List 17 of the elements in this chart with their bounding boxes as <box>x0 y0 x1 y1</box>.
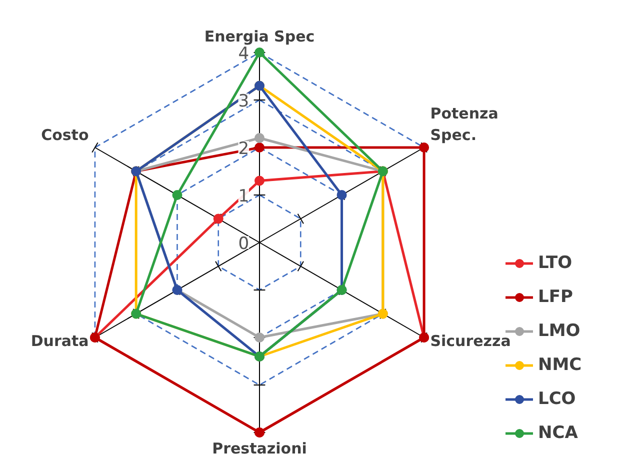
legend-label: LCO <box>538 388 576 410</box>
spoke-label: Prestazioni <box>212 440 307 458</box>
y-tick-label: 1 <box>238 186 250 206</box>
spoke-label: Sicurezza <box>430 332 511 350</box>
spoke-label: Costo <box>41 126 89 144</box>
y-tick-label: 2 <box>238 139 250 159</box>
legend-label: LTO <box>538 252 572 274</box>
spoke-label: Energia Spec <box>204 27 315 46</box>
legend-label: NMC <box>538 354 582 376</box>
y-tick-label: 4 <box>238 44 250 64</box>
y-tick-label: 3 <box>238 92 250 112</box>
spoke-label: Durata <box>30 332 89 350</box>
legend-label: LMO <box>538 320 580 342</box>
spoke-label: Potenza Spec. <box>430 104 498 144</box>
legend-label: LFP <box>538 286 573 308</box>
y-tick-label: 0 <box>238 234 250 254</box>
legend-label: NCA <box>538 422 578 444</box>
